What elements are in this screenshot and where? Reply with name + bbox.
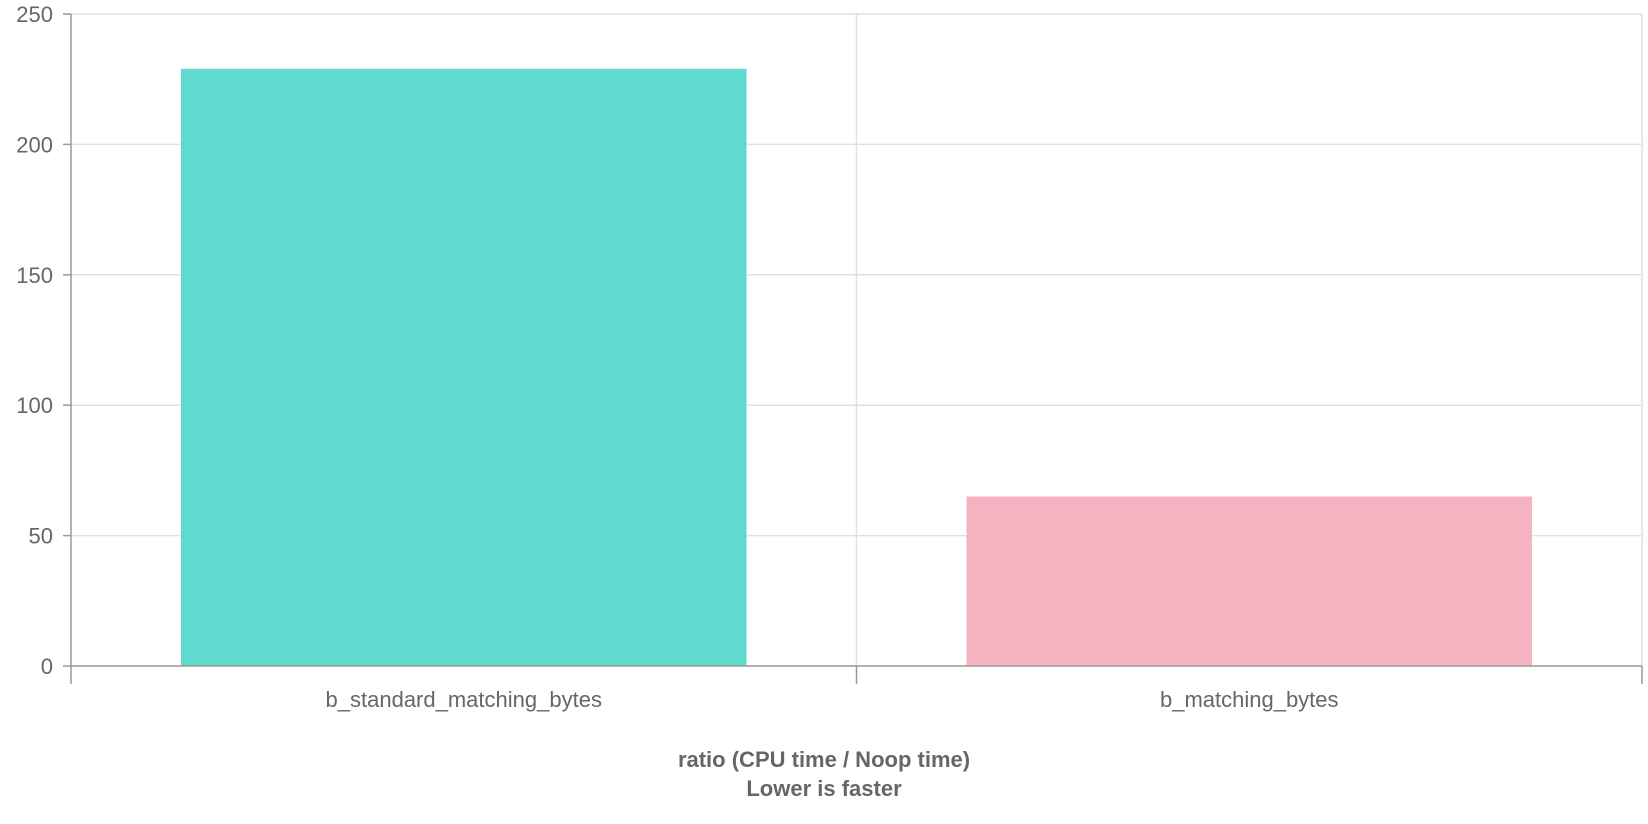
- bar-b-standard-matching-bytes[interactable]: [180, 68, 747, 666]
- x-axis-title-line-2: Lower is faster: [746, 776, 902, 801]
- y-tick-label: 150: [16, 263, 53, 288]
- x-axis-title-line-1: ratio (CPU time / Noop time): [678, 747, 970, 772]
- y-tick-label: 200: [16, 132, 53, 157]
- bar-b-matching-bytes[interactable]: [966, 496, 1533, 666]
- bar-layer: [180, 68, 1533, 666]
- y-tick-label: 250: [16, 2, 53, 27]
- y-tick-label: 50: [29, 524, 53, 549]
- y-tick-label: 0: [41, 654, 53, 679]
- x-tick-label: b_matching_bytes: [1160, 687, 1339, 712]
- x-tick-label: b_standard_matching_bytes: [326, 687, 602, 712]
- y-tick-label: 100: [16, 393, 53, 418]
- axis-layer: [70, 14, 1642, 667]
- label-layer: ratio (CPU time / Noop time) Lower is fa…: [16, 2, 1338, 801]
